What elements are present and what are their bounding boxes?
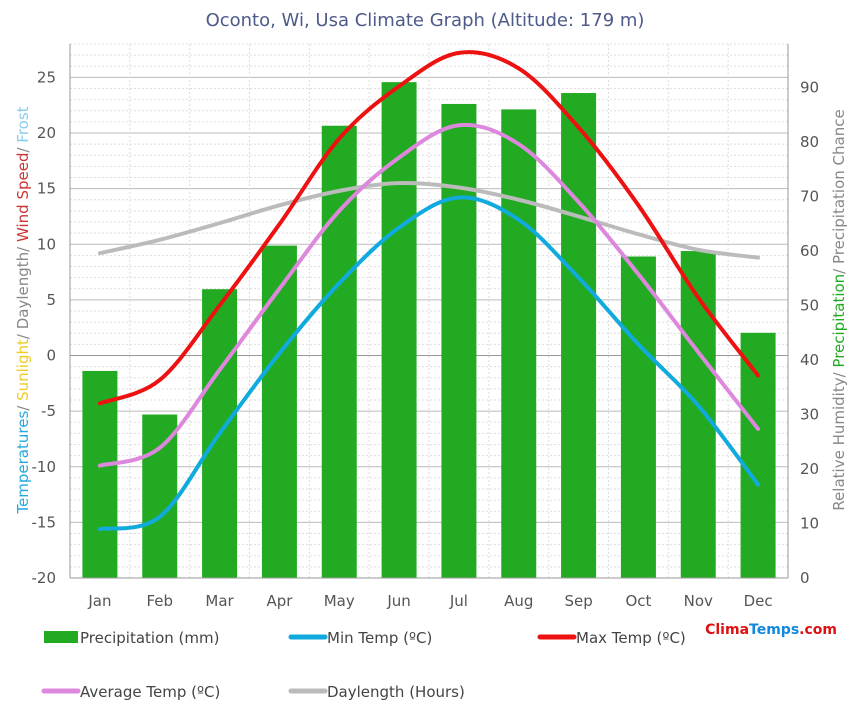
axis-label-part: /: [14, 329, 32, 339]
axis-label-part: Frost: [14, 106, 32, 142]
legend-max-temp-label: Max Temp (ºC): [576, 629, 686, 647]
left-tick-label: -10: [32, 458, 57, 476]
axis-label-part: /: [14, 242, 32, 252]
right-tick-label: 90: [800, 79, 819, 97]
right-tick-label: 30: [800, 406, 819, 424]
precipitation-bar-nov: [680, 251, 716, 578]
temperature-lines: [97, 50, 761, 532]
month-label-sep: Sep: [564, 592, 592, 610]
precipitation-bar-apr: [261, 245, 297, 578]
left-tick-label: 0: [46, 347, 56, 365]
month-label-jun: Jun: [386, 592, 410, 610]
precipitation-bar-jan: [82, 370, 118, 578]
month-label-dec: Dec: [744, 592, 773, 610]
axis-label-part: /: [830, 264, 848, 274]
left-tick-label: 5: [46, 291, 56, 309]
max-temp-line: [97, 50, 761, 406]
axis-label-part: Daylength: [14, 252, 32, 329]
left-tick-label: -15: [32, 513, 57, 531]
precipitation-bar-dec: [740, 332, 776, 578]
axis-label-part: /: [14, 401, 32, 411]
left-tick-label: 20: [37, 124, 56, 142]
right-tick-label: 40: [800, 351, 819, 369]
precipitation-bars: [82, 82, 776, 579]
left-tick-label: -20: [32, 569, 57, 587]
left-tick-label: 25: [37, 68, 56, 86]
left-tick-label: 10: [37, 235, 56, 253]
right-axis-label: Relative Humidity/ Precipitation/ Precip…: [830, 109, 848, 510]
min-temp-line: [97, 195, 761, 532]
precipitation-bar-sep: [561, 93, 597, 578]
axis-label-part: Precipitation: [830, 274, 848, 368]
chart-title: Oconto, Wi, Usa Climate Graph (Altitude:…: [206, 10, 645, 31]
brand-part-com: .com: [799, 622, 837, 638]
precipitation-bar-oct: [620, 256, 656, 578]
legend-precipitation-swatch: [44, 631, 78, 643]
legend-min-temp-label: Min Temp (ºC): [327, 629, 432, 647]
axis-label-part: /: [830, 368, 848, 378]
month-label-nov: Nov: [684, 592, 713, 610]
brand-logo[interactable]: ClimaTemps.com: [705, 622, 837, 638]
legend-average-temp-label: Average Temp (ºC): [80, 683, 220, 701]
right-tick-label: 10: [800, 515, 819, 533]
month-label-apr: Apr: [266, 592, 293, 610]
month-label-feb: Feb: [146, 592, 173, 610]
precipitation-bar-feb: [142, 414, 178, 578]
axis-label-part: Precipitation Chance: [830, 109, 848, 264]
right-tick-label: 60: [800, 242, 819, 260]
axis-label-part: Sunlight: [14, 339, 32, 401]
right-tick-label: 80: [800, 133, 819, 151]
right-tick-label: 50: [800, 297, 819, 315]
right-tick-label: 70: [800, 188, 819, 206]
right-tick-label: 0: [800, 569, 810, 587]
left-tick-label: 15: [37, 180, 56, 198]
left-axis-label: Temperatures/ Sunlight/ Daylength/ Wind …: [14, 106, 32, 514]
average-temp-line: [97, 122, 761, 468]
brand-part-clima: Clima: [705, 622, 749, 638]
axis-label-part: Relative Humidity: [830, 377, 848, 510]
brand-part-temps: Temps: [749, 622, 799, 638]
axis-label-part: Wind Speed: [14, 153, 32, 243]
month-label-mar: Mar: [205, 592, 234, 610]
precipitation-bar-aug: [501, 109, 537, 578]
month-label-may: May: [324, 592, 355, 610]
legend-precipitation-label: Precipitation (mm): [80, 629, 219, 647]
axes: -20 -15 -10 -5 0 5 10 15 20 25 0 10 20 30 40 50 60 70 80 90…: [32, 44, 819, 610]
axis-label-part: /: [14, 143, 32, 153]
left-tick-label: -5: [41, 402, 56, 420]
precipitation-bar-jul: [441, 103, 477, 578]
daylength-line: [97, 180, 761, 260]
month-label-jan: Jan: [87, 592, 111, 610]
legend: Precipitation (mm) Min Temp (ºC) Max Temp …: [41, 629, 686, 701]
axis-label-part: Temperatures: [14, 411, 32, 515]
month-label-jul: Jul: [449, 592, 468, 610]
right-tick-label: 20: [800, 460, 819, 478]
month-label-aug: Aug: [504, 592, 533, 610]
month-label-oct: Oct: [625, 592, 651, 610]
legend-daylength-label: Daylength (Hours): [327, 683, 465, 701]
